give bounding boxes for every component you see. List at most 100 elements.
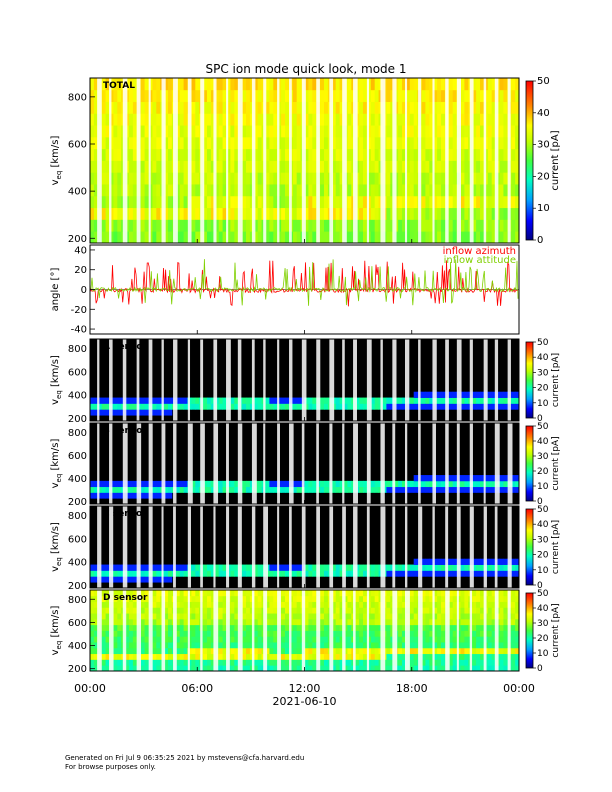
spectrogram-cell	[273, 486, 278, 493]
spectrogram-cell	[487, 595, 493, 602]
spectrogram-cell	[156, 160, 161, 173]
spectrogram-cell	[168, 89, 173, 102]
spectrogram-cell	[421, 590, 426, 597]
spectrogram-cell	[503, 475, 508, 482]
spectrogram-cell	[304, 207, 309, 220]
data-gap-stripe	[483, 423, 486, 504]
spectrogram-cell	[429, 595, 434, 602]
spectrogram-cell	[324, 642, 329, 649]
spectrogram-cell	[359, 630, 364, 637]
spectrogram-cell	[140, 480, 145, 488]
spectrogram-cell	[460, 113, 465, 126]
spectrogram-cell	[129, 564, 134, 571]
spectrogram-cell	[476, 642, 481, 649]
spectrogram-cell	[398, 172, 403, 185]
spectrogram-cell	[93, 136, 99, 150]
spectrogram-cell	[117, 195, 122, 209]
spectrogram-cell	[246, 486, 251, 493]
spectrogram-cell	[335, 564, 340, 571]
spectrogram-cell	[132, 570, 138, 577]
spectrogram-cell	[472, 89, 477, 102]
spectrogram-cell	[437, 607, 442, 614]
spectrogram-cell	[226, 125, 231, 138]
spectrogram-cell	[487, 219, 493, 232]
spectrogram-cell	[441, 125, 446, 138]
spectrogram-cell	[308, 607, 313, 614]
spectrogram-cell	[246, 647, 251, 655]
spectrogram-cell	[269, 219, 274, 232]
spectrogram-cell	[273, 564, 278, 571]
data-gap-stripe	[507, 339, 511, 421]
spectrogram-cell	[191, 590, 196, 597]
spectrogram-cell	[460, 665, 465, 672]
spectrogram-cell	[472, 125, 477, 138]
spectrogram-cell	[101, 78, 106, 91]
spectrogram-cell	[374, 184, 379, 197]
spectrogram-cell	[515, 558, 520, 565]
spectrogram-cell	[437, 618, 442, 626]
spectrogram-cell	[343, 613, 348, 620]
spectrogram-cell	[105, 89, 110, 102]
spectrogram-cell	[472, 219, 477, 232]
spectrogram-cell	[222, 101, 227, 114]
spectrogram-cell	[429, 480, 434, 488]
spectrogram-cell	[257, 647, 262, 655]
spectrogram-cell	[140, 231, 145, 244]
spectrogram-cell	[347, 160, 352, 173]
spectrogram-cell	[448, 89, 454, 102]
spectrogram-cell	[113, 618, 118, 626]
spectrogram-cell	[242, 590, 247, 597]
spectrogram-cell	[409, 607, 415, 614]
spectrogram-cell	[304, 607, 309, 614]
spectrogram-cell	[452, 558, 457, 565]
spectrogram-cell	[207, 590, 212, 597]
data-gap-stripe	[404, 590, 410, 671]
spectrogram-cell	[480, 618, 485, 626]
spectrogram-cell	[503, 486, 508, 493]
spectrogram-cell	[296, 601, 301, 608]
spectrogram-cell	[183, 618, 188, 626]
spectrogram-cell	[168, 659, 173, 666]
spectrogram-cell	[90, 172, 95, 185]
spectrogram-cell	[156, 486, 161, 493]
spectrogram-cell	[363, 647, 368, 655]
spectrogram-cell	[90, 101, 95, 114]
spectrogram-cell	[421, 113, 426, 126]
spectrogram-cell	[129, 570, 134, 577]
spectrogram-cell	[515, 89, 520, 102]
data-gap-stripe	[109, 339, 113, 421]
spectrogram-cell	[452, 78, 457, 91]
spectrogram-cell	[460, 653, 465, 660]
data-gap-stripe	[445, 423, 449, 504]
spectrogram-cell	[230, 78, 235, 91]
spectrogram-cell	[402, 184, 407, 197]
spectrogram-cell	[93, 630, 99, 637]
spectrogram-cell	[343, 607, 348, 614]
spectrogram-cell	[324, 172, 329, 185]
spectrogram-cell	[265, 172, 270, 185]
spectrogram-cell	[214, 78, 220, 91]
spectrogram-cell	[491, 125, 496, 138]
spectrogram-cell	[226, 172, 231, 185]
spectrogram-cell	[476, 659, 481, 666]
spectrogram-cell	[441, 642, 446, 649]
spectrogram-cell	[191, 160, 196, 173]
data-gap-stripe	[301, 423, 305, 504]
spectrogram-cell	[503, 207, 508, 220]
spectrogram-cell	[421, 195, 426, 209]
spectrogram-cell	[448, 397, 454, 404]
spectrogram-cell	[242, 78, 247, 91]
spectrogram-cell	[503, 618, 508, 626]
spectrogram-cell	[331, 665, 337, 672]
spectrogram-cell	[168, 642, 173, 649]
spectrogram-cell	[499, 595, 504, 602]
spectrogram-cell	[460, 564, 465, 571]
spectrogram-cell	[269, 101, 274, 114]
spectrogram-cell	[472, 659, 477, 666]
spectrogram-cell	[183, 195, 188, 209]
spectrogram-cell	[101, 647, 106, 655]
spectrogram-cell	[515, 207, 520, 220]
spectrogram-cell	[292, 125, 298, 138]
spectrogram-cell	[386, 624, 391, 631]
spectrogram-cell	[152, 207, 157, 220]
